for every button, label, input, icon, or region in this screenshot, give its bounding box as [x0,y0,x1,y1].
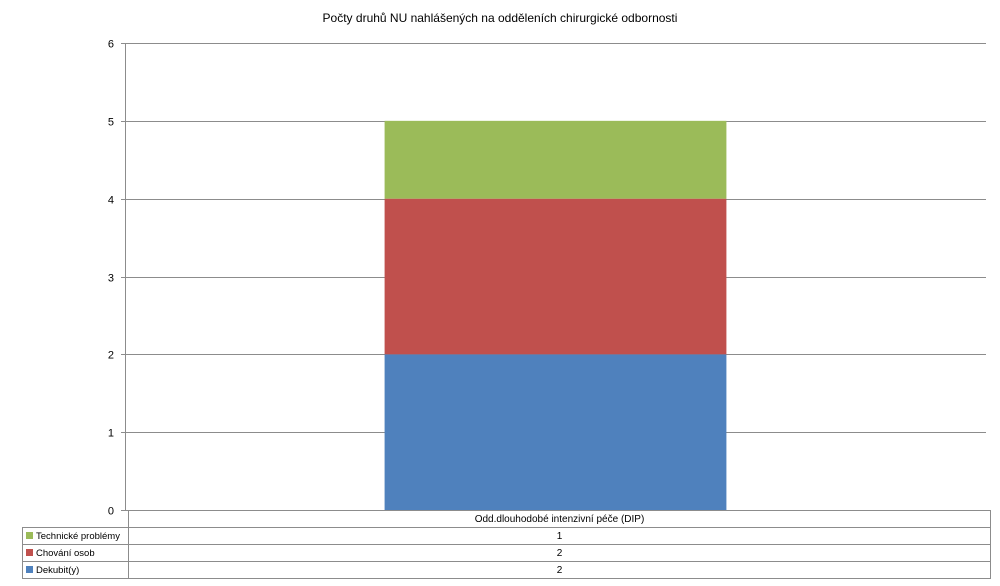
data-table: Odd.dlouhodobé intenzivní péče (DIP) Tec… [22,510,991,579]
y-tick-label: 4 [108,195,114,207]
y-tick-label: 6 [108,39,114,51]
legend-key [26,532,33,540]
bar-segment-dekubit-y- [384,354,727,510]
y-tick-label: 2 [108,350,114,362]
series-label: Chování osob [36,547,95,559]
y-tick-label: 5 [108,117,114,129]
y-tick-label: 1 [108,428,114,440]
legend-key [26,549,33,557]
category-label: Odd.dlouhodobé intenzivní péče (DIP) [128,510,991,528]
legend-key [26,566,33,574]
data-label: 1 [128,527,991,545]
y-tick-label: 3 [108,273,114,285]
legend-entry: Chování osob [22,544,129,562]
chart-title: Počty druhů NU nahlášených na odděleních… [322,11,678,25]
legend-entry: Technické problémy [22,527,129,545]
bar-segment-chov-n-osob [384,198,727,355]
data-label: 2 [128,544,991,562]
table-row: Chování osob 2 [22,544,991,562]
series-label: Technické problémy [36,530,120,542]
series-label: Dekubit(y) [36,564,80,576]
legend-entry: Dekubit(y) [22,561,129,579]
bar-segment-technick-probl-my [384,120,727,199]
table-row: Dekubit(y) 2 [22,561,991,579]
table-row: Technické problémy 1 [22,527,991,545]
data-label: 2 [128,561,991,579]
table-header-row: Odd.dlouhodobé intenzivní péče (DIP) [22,510,991,528]
